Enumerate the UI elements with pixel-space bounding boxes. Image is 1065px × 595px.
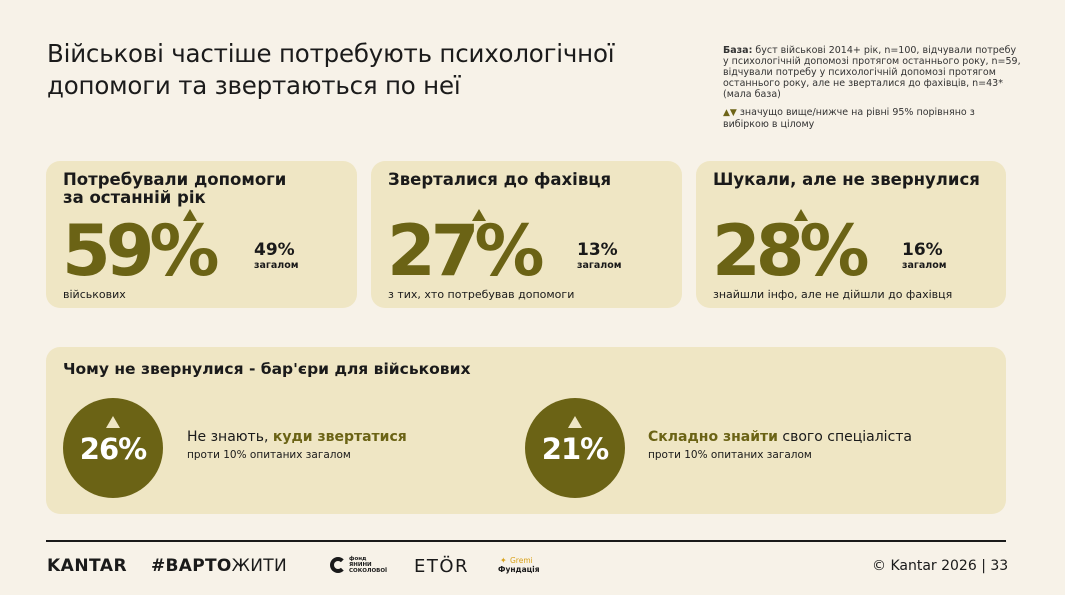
barrier-circle-1: 26% [63,398,163,498]
barrier-text-before: Не знають, [187,429,273,445]
gremi-logo-bottom: Фундація [498,565,540,574]
barrier-percentage: 26% [79,432,147,466]
card-title: Шукали, але не звернулися [713,170,980,189]
compare-percentage: 16% [902,240,943,260]
yanina-sokolova-fund-logo: фонд ЯНИНИ СОКОЛОВОЇ [330,555,400,577]
significance-up-icon [794,209,808,221]
stat-card-needed-help: Потребували допомоги за останній рік 59%… [46,161,357,308]
base-note: База: буст військові 2014+ рік, n=100, в… [723,45,1023,100]
gremi-foundation-logo: ✦ Gremi Фундація [498,556,558,576]
stat-card-contacted-specialist: Зверталися до фахівця 27% 13% загалом з … [371,161,682,308]
compare-label: загалом [902,260,947,271]
significance-up-icon [472,209,486,221]
compare-label: загалом [254,260,299,271]
vartozhyty-logo-bold: #ВАРТО [151,556,232,576]
barrier-text-highlight: куди звертатися [272,429,407,445]
barrier-text-highlight: Складно знайти [648,429,778,445]
triangle-up-down-icon: ▲▼ [723,108,737,118]
compare-label: загалом [577,260,622,271]
page-title: Військові частіше потребують психологічн… [47,39,615,100]
barrier-text-1: Не знають, куди звертатися [187,429,407,445]
significance-note: ▲▼ значущо вище/нижче на рівні 95% порів… [723,107,1023,130]
footer-divider [46,540,1006,542]
significance-up-icon [568,416,582,428]
gremi-logo-top: Gremi [510,556,533,565]
fund-mark-icon [330,557,346,573]
barrier-percentage: 21% [541,432,609,466]
card-title: Потребували допомоги за останній рік [63,170,287,207]
gremi-spark-icon: ✦ [500,556,507,565]
barriers-title: Чому не звернулися - бар'єри для військо… [63,360,471,378]
card-subtitle: знайшли інфо, але не дійшли до фахівця [713,288,953,301]
barrier-circle-2: 21% [525,398,625,498]
main-percentage: 28% [712,210,870,292]
barrier-text-2: Складно знайти свого спеціаліста [648,429,912,445]
significance-up-icon [106,416,120,428]
fund-logo-text: фонд ЯНИНИ СОКОЛОВОЇ [349,556,388,574]
card-title: Зверталися до фахівця [388,170,612,189]
barrier-subtitle-2: проти 10% опитаних загалом [648,449,812,461]
significance-note-text: значущо вище/нижче на рівні 95% порівнян… [723,107,975,130]
base-note-text: буст військові 2014+ рік, n=100, відчува… [723,45,1021,100]
kantar-logo: KANTAR [47,556,128,576]
barrier-subtitle-1: проти 10% опитаних загалом [187,449,351,461]
barriers-panel: Чому не звернулися - бар'єри для військо… [46,347,1006,514]
significance-up-icon [183,209,197,221]
compare-percentage: 13% [577,240,618,260]
main-percentage: 27% [387,210,545,292]
card-subtitle: з тих, хто потребував допомоги [388,288,575,301]
card-subtitle: військових [63,288,126,301]
base-note-label: База: [723,45,753,56]
main-percentage: 59% [62,210,220,292]
stat-card-searched-not-contacted: Шукали, але не звернулися 28% 16% загало… [696,161,1006,308]
compare-percentage: 49% [254,240,295,260]
vartozhyty-logo-rest: ЖИТИ [231,556,288,576]
copyright-page-number: © Kantar 2026 | 33 [872,558,1009,574]
etor-logo: ETÖR [414,556,470,577]
vartozhyty-logo: #ВАРТОЖИТИ [151,556,287,576]
barrier-text-after: свого спеціаліста [777,429,913,445]
